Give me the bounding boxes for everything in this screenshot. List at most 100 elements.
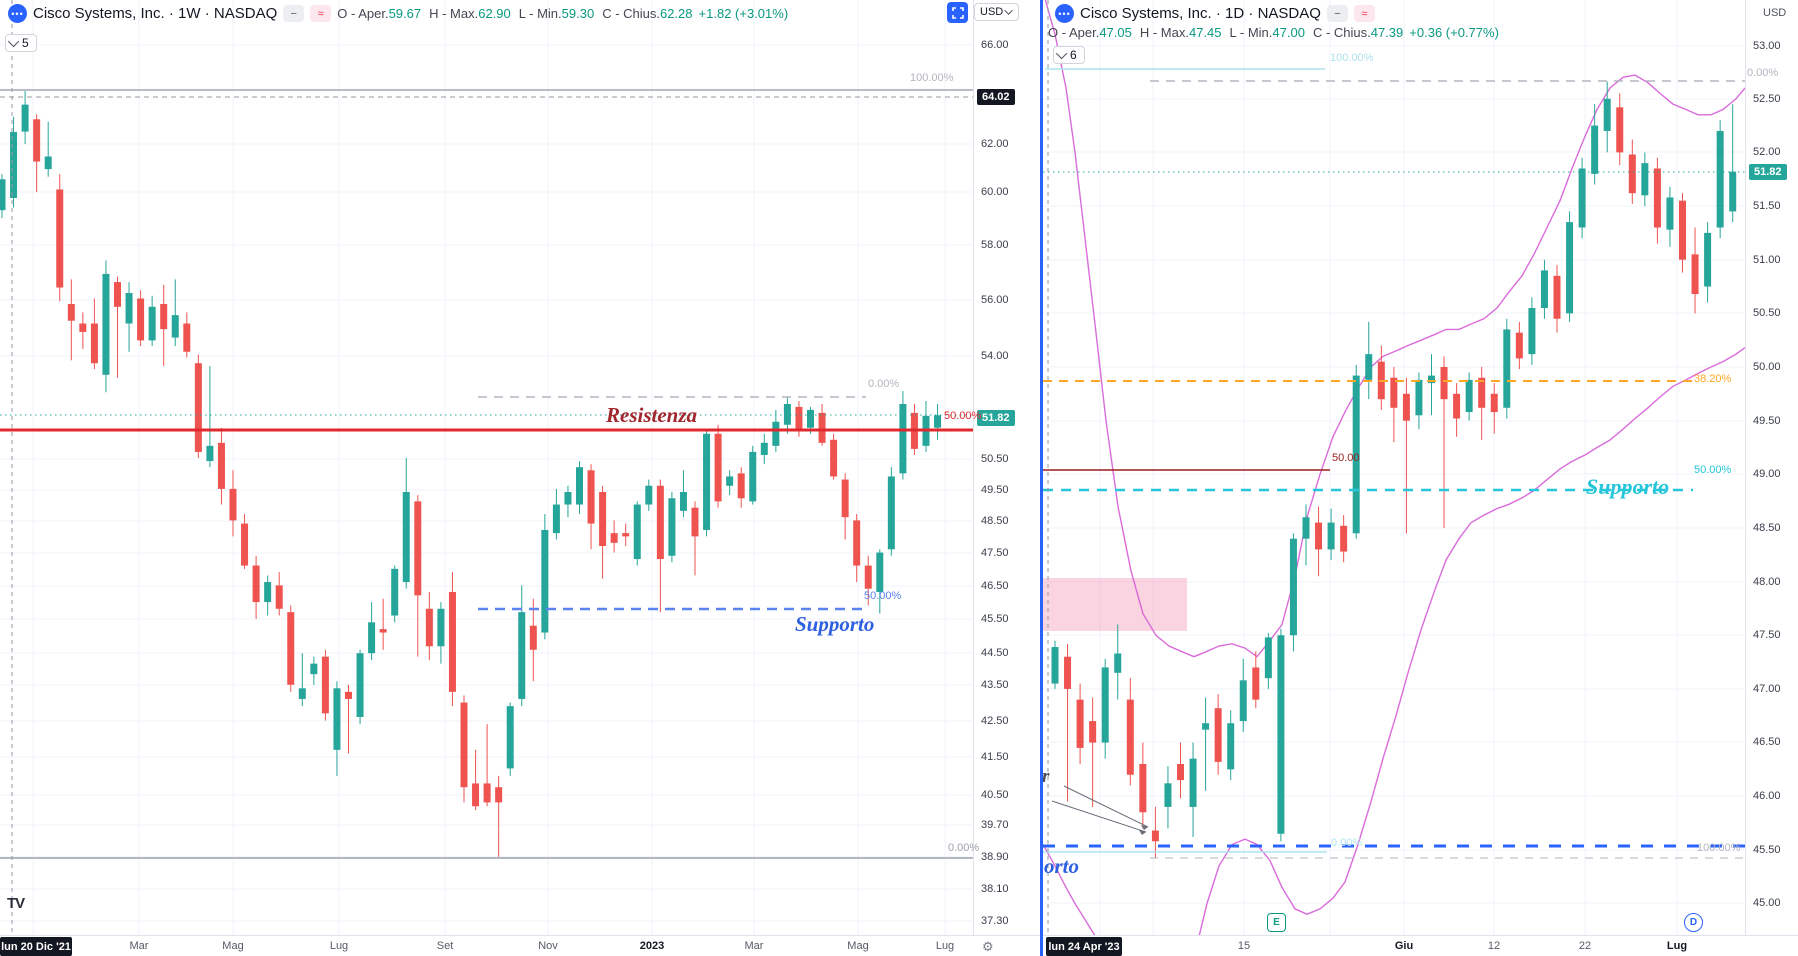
- drawing-text-annotation[interactable]: Supporto: [795, 612, 875, 636]
- drawing-text-annotation[interactable]: r: [1042, 766, 1050, 787]
- candle-body: [1566, 222, 1574, 314]
- fib-level-label: 50.00%: [864, 590, 902, 602]
- candle-body: [887, 476, 895, 550]
- candle-body: [67, 304, 75, 321]
- price-axis-label: 42.50: [981, 715, 1009, 727]
- candle-body: [0, 179, 6, 211]
- chevron-down-icon: [7, 35, 20, 48]
- cisco-logo-icon: •••: [1055, 4, 1074, 23]
- wave-pill-icon[interactable]: ≈: [1353, 5, 1375, 22]
- candle-body: [1553, 275, 1561, 319]
- candle-body: [1603, 98, 1611, 131]
- time-axis[interactable]: Mar Mag Lug Set Nov 2023 Mar Mag Lug 15 Giu 12 22 Lug: [0, 935, 1798, 956]
- weekly-candlestick-canvas: [0, 0, 973, 935]
- candle-body: [622, 533, 630, 537]
- symbol-title[interactable]: Cisco Systems, Inc. · 1D · NASDAQ: [1080, 5, 1321, 22]
- candle-body: [206, 445, 214, 462]
- candle-body: [414, 501, 422, 596]
- candle-body: [356, 653, 364, 717]
- candle-body: [1440, 367, 1448, 400]
- last-price-badge: 51.82: [1749, 164, 1787, 180]
- candle-body: [783, 403, 791, 425]
- candle-body: [264, 582, 272, 603]
- candle-body: [160, 304, 168, 330]
- candle-body: [541, 529, 549, 633]
- axis-settings-gear-icon[interactable]: ⚙: [982, 939, 994, 954]
- candle-body: [564, 491, 572, 505]
- wave-pill-icon[interactable]: ≈: [310, 5, 332, 22]
- price-axis-label: 48.50: [1753, 522, 1781, 534]
- fib-level-label: 0.00%: [868, 378, 900, 390]
- candle-body: [1302, 517, 1310, 539]
- candle-body: [1076, 699, 1084, 748]
- candle-body: [760, 442, 768, 455]
- chart-pane-weekly[interactable]: [0, 0, 973, 935]
- price-axis-label: 49.50: [981, 484, 1009, 496]
- candle-body: [183, 323, 191, 352]
- minus-pill-icon[interactable]: −: [283, 5, 305, 22]
- candle-body: [1528, 307, 1536, 355]
- candle-body: [1264, 637, 1272, 679]
- maximize-pane-button[interactable]: [947, 2, 968, 23]
- time-axis-label: 12: [1487, 940, 1501, 952]
- price-axis-label: 48.00: [1753, 576, 1781, 588]
- candle-body: [1390, 377, 1398, 408]
- price-axis-label: 37.30: [981, 915, 1009, 927]
- fib-level-label: 50.00%: [944, 410, 982, 422]
- indicators-count-button-daily[interactable]: 6: [1053, 46, 1085, 64]
- symbol-header-daily[interactable]: ••• Cisco Systems, Inc. · 1D · NASDAQ − …: [1055, 4, 1375, 23]
- cisco-logo-icon: •••: [8, 4, 27, 23]
- price-axis-weekly[interactable]: 66.00 62.00 60.00 58.00 56.00 54.00 50.50 49.50…: [973, 0, 1041, 935]
- candle-body: [137, 298, 145, 341]
- minus-pill-icon[interactable]: −: [1326, 5, 1348, 22]
- time-axis-label: 15: [1237, 940, 1251, 952]
- candle-body: [1202, 723, 1210, 730]
- candle-body: [1214, 708, 1222, 762]
- candle-body: [21, 104, 29, 132]
- symbol-title[interactable]: Cisco Systems, Inc. · 1W · NASDAQ: [33, 5, 278, 22]
- crosshair-date-badge-daily: lun 24 Apr '23: [1046, 937, 1122, 956]
- change-readout-weekly: +1.82 (+3.01%): [698, 6, 789, 21]
- candle-body: [1465, 379, 1473, 413]
- candle-body: [529, 625, 537, 650]
- candle-body: [1653, 168, 1661, 228]
- pane-divider[interactable]: [1040, 0, 1043, 956]
- drawing-text-annotation[interactable]: Resistenza: [606, 403, 698, 427]
- price-axis-label: 50.50: [981, 453, 1009, 465]
- earnings-marker-icon[interactable]: E: [1267, 913, 1286, 932]
- fib-level-label: 50.00%: [1694, 464, 1732, 476]
- currency-label-daily[interactable]: USD: [1763, 7, 1787, 19]
- candle-body: [1540, 270, 1548, 308]
- candle-body: [737, 473, 745, 499]
- callout-arrow: [1063, 785, 1149, 828]
- candle-body: [576, 467, 583, 505]
- time-axis-label: Lug: [935, 940, 955, 952]
- tradingview-watermark-logo[interactable]: TV: [7, 895, 25, 912]
- price-axis-label: 44.50: [981, 647, 1009, 659]
- ohlc-value: 62.90: [478, 6, 511, 21]
- candle-body: [1616, 107, 1624, 153]
- candle-body: [10, 132, 18, 199]
- ohlc-value: 59.30: [561, 6, 595, 21]
- price-axis-label: 56.00: [981, 294, 1009, 306]
- symbol-header-weekly[interactable]: ••• Cisco Systems, Inc. · 1W · NASDAQ − …: [8, 4, 788, 23]
- candle-body: [460, 702, 468, 788]
- candle-body: [1252, 667, 1260, 700]
- price-axis-daily[interactable]: 53.00 52.50 52.00 51.50 51.00 50.50 50.00 49.50…: [1745, 0, 1798, 935]
- candle-body: [1164, 783, 1172, 807]
- candle-body: [483, 783, 491, 803]
- price-axis-label: 38.10: [981, 883, 1009, 895]
- candle-body: [1365, 354, 1373, 380]
- candle-body: [241, 523, 249, 566]
- currency-dropdown-weekly[interactable]: USD: [974, 3, 1020, 21]
- dividend-marker-icon[interactable]: D: [1684, 913, 1703, 932]
- candle-body: [1453, 393, 1461, 419]
- drawing-text-annotation[interactable]: orto: [1044, 854, 1080, 878]
- candle-body: [587, 470, 595, 524]
- ohlc-value: 47.39: [1370, 25, 1404, 40]
- chart-pane-daily[interactable]: [1043, 0, 1745, 935]
- candle-body: [321, 656, 329, 714]
- callout-arrowhead: [1139, 830, 1146, 835]
- indicators-count-button-weekly[interactable]: 5: [5, 34, 37, 52]
- drawing-text-annotation[interactable]: Supporto: [1586, 474, 1670, 499]
